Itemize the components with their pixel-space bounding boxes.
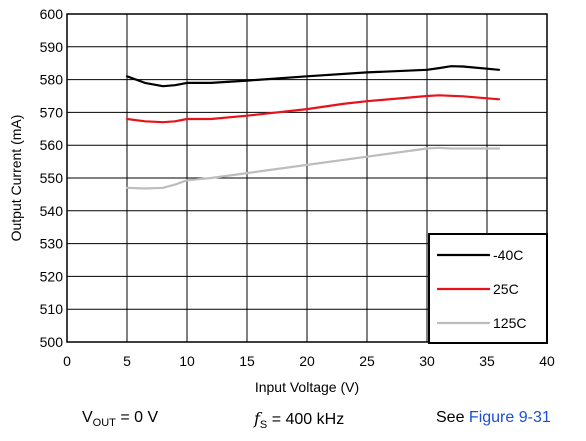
y-axis-label: Output Current (mA) [8,115,24,242]
x-tick-label: 10 [179,353,195,369]
series-layer [125,65,501,190]
y-tick-label: 530 [40,236,64,252]
x-tick-label: 20 [299,353,315,369]
vout-value: = 0 V [115,409,159,426]
y-tick-labels: 500 510 520 530 540 550 560 570 580 590 600 [40,6,64,350]
y-tick-label: 540 [40,203,64,219]
y-tick-label: 580 [40,72,64,88]
y-tick-label: 590 [40,39,64,55]
fs-symbol: f [254,409,260,428]
y-tick-label: 550 [40,170,64,186]
x-tick-labels: 0 5 10 15 20 25 30 35 40 [63,353,555,369]
caption-vout: VOUT = 0 V [82,409,158,429]
legend-label: -40C [493,247,523,263]
y-tick-label: 500 [40,334,64,350]
y-tick-label: 570 [40,104,64,120]
y-tick-label: 560 [40,137,64,153]
x-tick-label: 25 [359,353,375,369]
fs-subscript: S [259,419,268,431]
fs-value: = 400 kHz [267,411,345,428]
y-tick-label: 520 [40,268,64,284]
legend-label: 125C [493,315,526,331]
x-tick-label: 40 [539,353,555,369]
y-tick-label: 600 [40,6,64,22]
caption-see: See Figure 9-31 [436,409,551,427]
x-tick-label: 30 [419,353,435,369]
plot-frame [66,13,548,343]
series-line--40C [125,65,501,88]
x-tick-label: 35 [479,353,495,369]
vout-symbol: V [82,409,93,426]
x-tick-label: 15 [239,353,255,369]
figure-link[interactable]: Figure 9-31 [468,409,551,426]
x-tick-label: 0 [63,353,71,369]
see-text: See [436,409,469,426]
y-tick-label: 510 [40,301,64,317]
x-tick-label: 5 [123,353,131,369]
legend-label: 25C [493,281,519,297]
grid [67,14,547,342]
series-line-25C [125,94,501,124]
legend: -40C 25C 125C [428,233,548,344]
vout-subscript: OUT [92,417,116,429]
caption-fs: fS = 400 kHz [254,409,344,431]
x-axis-label: Input Voltage (V) [255,379,359,395]
series-line-125C [125,146,501,190]
